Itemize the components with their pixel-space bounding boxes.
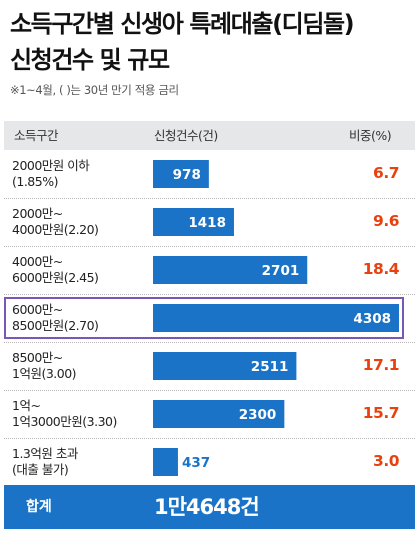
category-label-line: 8500만원(2.70) (12, 318, 99, 333)
bar (153, 352, 297, 380)
category-label-line: 1억원(3.00) (12, 366, 77, 381)
bar (153, 256, 308, 284)
total-row: 합계 1만4648건 (4, 485, 415, 529)
chart-title: 소득구간별 신생아 특례대출(디딤돌) 신청건수 및 규모 (10, 6, 355, 78)
share-percent: 15.7 (362, 404, 400, 422)
row-divider (4, 390, 415, 391)
category-label: 1억~ 1억3000만원(3.30) (12, 398, 117, 430)
row-divider (4, 438, 415, 439)
bar-value-label: 2701 (262, 263, 300, 279)
category-label-line: 8500만~ (12, 350, 63, 365)
row-divider (4, 198, 415, 199)
bar (153, 160, 209, 188)
title-line-2: 신청건수 및 규모 (10, 46, 170, 74)
share-percent: 18.4 (362, 260, 400, 278)
category-label: 4000만~ 6000만원(2.45) (12, 254, 99, 286)
row-divider (4, 342, 415, 343)
category-label-line: 4000만원(2.20) (12, 222, 99, 237)
header-count: 신청건수(건) (154, 128, 218, 143)
row-divider (4, 294, 415, 295)
bar-value-label: 2300 (239, 407, 277, 423)
table-header: 소득구간 신청건수(건) 비중(%) (4, 121, 415, 150)
bar (153, 400, 285, 428)
category-label-line: 6000만~ (12, 302, 63, 317)
bar (153, 448, 178, 476)
category-label: 2000만원 이하 (1.85%) (12, 158, 90, 190)
category-label-line: (1.85%) (12, 174, 58, 189)
category-label-line: 2000만~ (12, 206, 63, 221)
total-label: 합계 (26, 499, 52, 515)
header-income: 소득구간 (14, 128, 59, 143)
share-percent: 6.7 (373, 164, 399, 182)
footnote: ※1~4월, ( )는 30년 만기 적용 금리 (10, 83, 179, 97)
category-label-line: 6000만원(2.45) (12, 270, 99, 285)
title-line-1: 소득구간별 신생아 특례대출(디딤돌) (10, 10, 355, 38)
bar-value-label: 2511 (251, 359, 289, 375)
bar (153, 304, 399, 332)
row-divider (4, 246, 415, 247)
category-label: 1.3억원 초과 (대출 불가) (12, 446, 78, 478)
category-label: 6000만~ 8500만원(2.70) (12, 302, 99, 334)
bar-value-label: 978 (173, 167, 201, 183)
bar-value-label: 1418 (188, 215, 226, 231)
bar-value-label: 4308 (353, 311, 391, 327)
bar (153, 208, 234, 236)
total-value: 1만4648건 (154, 495, 260, 519)
category-label-line: 4000만~ (12, 254, 63, 269)
category-label-line: 1.3억원 초과 (12, 446, 78, 461)
category-label: 8500만~ 1억원(3.00) (12, 350, 77, 382)
category-label-line: 2000만원 이하 (12, 158, 90, 173)
category-label: 2000만~ 4000만원(2.20) (12, 206, 99, 238)
category-label-line: 1억~ (12, 398, 41, 413)
category-label-line: (대출 불가) (12, 462, 69, 477)
highlight-box (4, 297, 404, 339)
bar-value-label: 437 (182, 455, 210, 471)
share-percent: 3.0 (373, 452, 399, 470)
category-label-line: 1억3000만원(3.30) (12, 414, 117, 429)
share-percent: 17.1 (362, 356, 400, 374)
header-share: 비중(%) (349, 128, 392, 143)
share-percent: 9.6 (373, 212, 399, 230)
